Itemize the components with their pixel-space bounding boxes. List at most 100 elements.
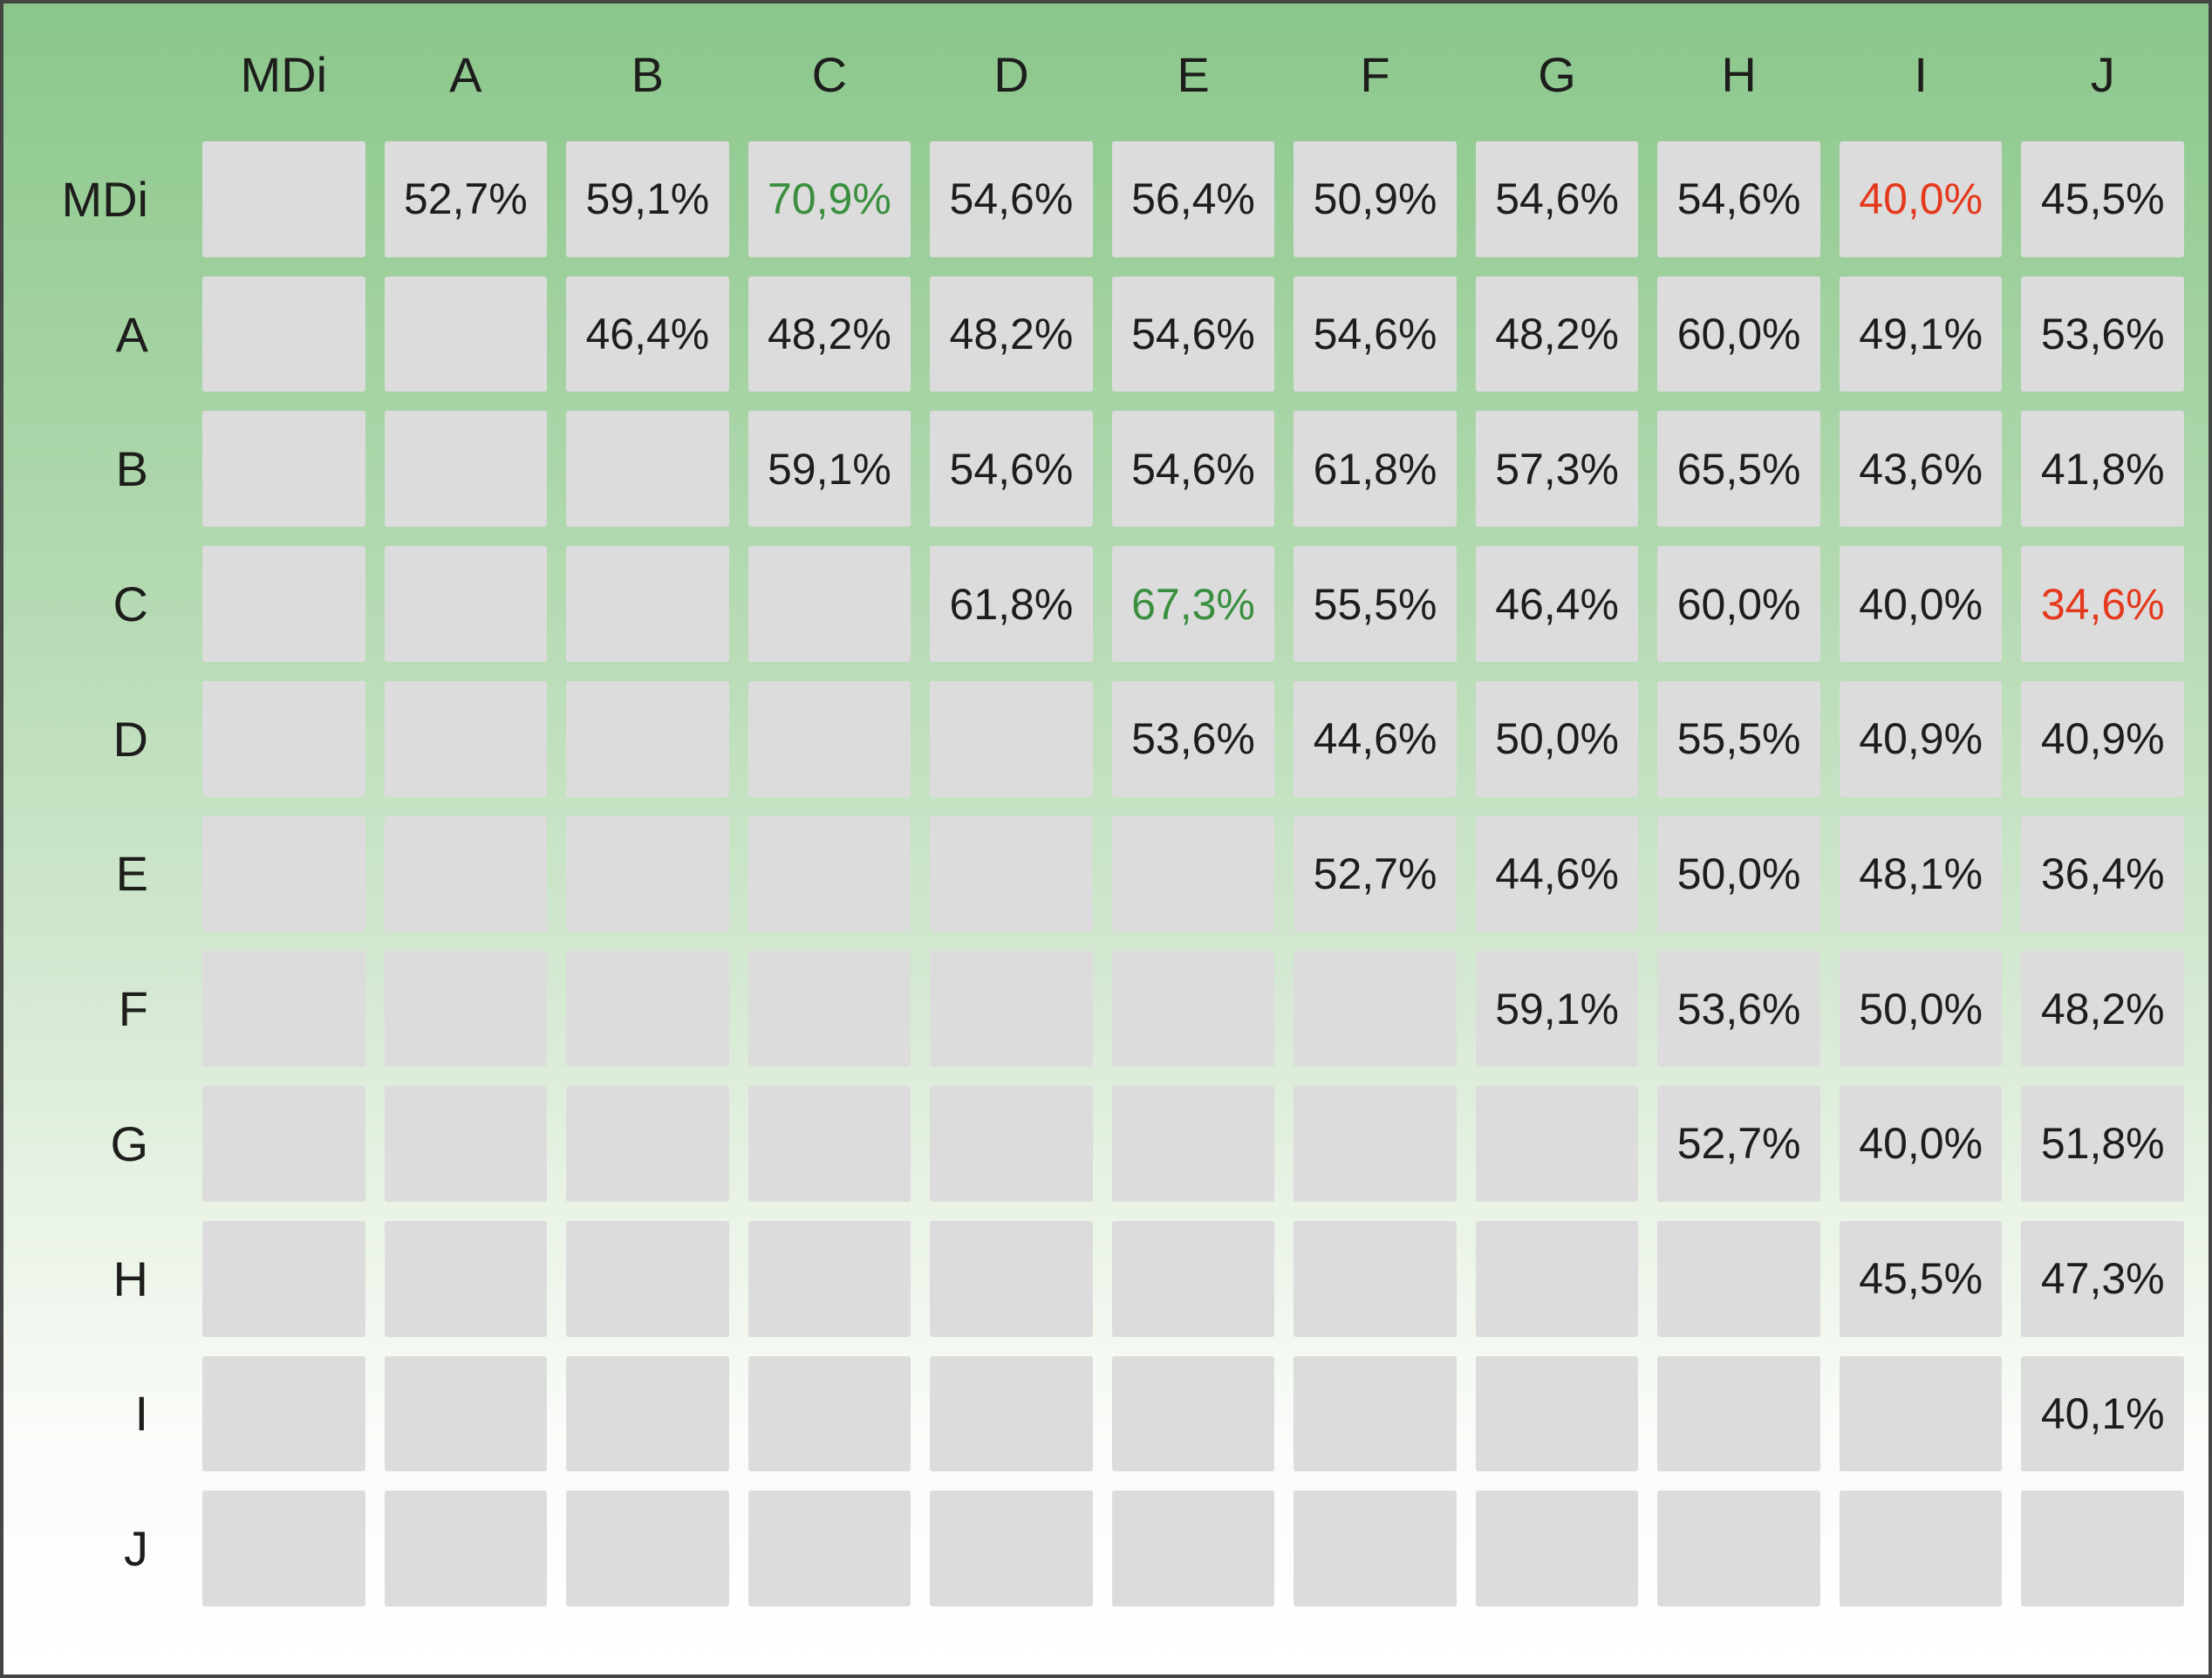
matrix-cell-empty (1475, 1086, 1639, 1202)
matrix-cell-A-E: 54,6% (1111, 276, 1275, 392)
matrix-cell-D-E: 53,6% (1111, 680, 1275, 797)
matrix-cell-A-G: 48,2% (1475, 276, 1639, 392)
row-header-A: A (115, 306, 148, 362)
matrix-cell-empty (1111, 1086, 1275, 1202)
matrix-cell-empty (566, 951, 729, 1068)
matrix-cell-empty (1475, 1490, 1639, 1606)
matrix-cell-B-J: 41,8% (2021, 411, 2184, 528)
column-header-G: G (1538, 46, 1576, 102)
matrix-cell-E-H: 50,0% (1657, 815, 1820, 932)
matrix-cell-empty (1839, 1490, 2003, 1606)
matrix-cell-empty (384, 1086, 548, 1202)
column-header-B: B (631, 46, 665, 102)
matrix-cell-C-E: 67,3% (1111, 546, 1275, 662)
matrix-cell-F-G: 59,1% (1475, 951, 1639, 1068)
matrix-cell-empty (1657, 1490, 1820, 1606)
matrix-cell-MDi-D: 54,6% (930, 141, 1093, 257)
matrix-cell-E-G: 44,6% (1475, 815, 1639, 932)
matrix-cell-empty (566, 1490, 729, 1606)
matrix-cell-B-I: 43,6% (1839, 411, 2003, 528)
matrix-cell-MDi-G: 54,6% (1475, 141, 1639, 257)
matrix-cell-empty (566, 1355, 729, 1472)
matrix-cell-B-F: 61,8% (1294, 411, 1457, 528)
matrix-cell-empty (202, 276, 365, 392)
matrix-cell-empty (1294, 1220, 1457, 1337)
row-header-G: G (110, 1115, 148, 1171)
row-header-D: D (113, 711, 148, 767)
matrix-cell-empty (1294, 951, 1457, 1068)
matrix-cell-empty (384, 951, 548, 1068)
matrix-cell-B-C: 59,1% (748, 411, 911, 528)
matrix-cell-A-J: 53,6% (2021, 276, 2184, 392)
matrix-cell-G-I: 40,0% (1839, 1086, 2003, 1202)
matrix-cell-C-J: 34,6% (2021, 546, 2184, 662)
matrix-cell-D-H: 55,5% (1657, 680, 1820, 797)
matrix-cell-empty (384, 411, 548, 528)
matrix-cell-empty (1475, 1355, 1639, 1472)
matrix-cell-empty (566, 411, 729, 528)
matrix-cell-C-G: 46,4% (1475, 546, 1639, 662)
matrix-cell-empty (1657, 1220, 1820, 1337)
matrix-cell-empty (384, 1355, 548, 1472)
matrix-cell-empty (202, 1355, 365, 1472)
matrix-cell-empty (930, 1490, 1093, 1606)
matrix-cell-empty (1111, 951, 1275, 1068)
matrix-cell-empty (748, 815, 911, 932)
matrix-cell-empty (566, 1086, 729, 1202)
matrix-cell-empty (748, 1355, 911, 1472)
matrix-cell-empty (930, 1220, 1093, 1337)
matrix-cell-empty (748, 1086, 911, 1202)
matrix-cell-empty (1111, 1355, 1275, 1472)
matrix-cell-empty (1111, 815, 1275, 932)
matrix-cell-empty (930, 680, 1093, 797)
matrix-cell-C-I: 40,0% (1839, 546, 2003, 662)
matrix-cell-empty (566, 680, 729, 797)
matrix-cell-D-I: 40,9% (1839, 680, 2003, 797)
matrix-cell-MDi-J: 45,5% (2021, 141, 2184, 257)
matrix-cell-MDi-E: 56,4% (1111, 141, 1275, 257)
matrix-cell-empty (1839, 1355, 2003, 1472)
matrix-cell-empty (384, 276, 548, 392)
matrix-cell-empty (1294, 1355, 1457, 1472)
matrix-cell-empty (384, 546, 548, 662)
matrix-cell-empty (202, 411, 365, 528)
matrix-cell-F-H: 53,6% (1657, 951, 1820, 1068)
matrix-cell-A-B: 46,4% (566, 276, 729, 392)
matrix-cell-I-J: 40,1% (2021, 1355, 2184, 1472)
matrix-cell-E-J: 36,4% (2021, 815, 2184, 932)
matrix-cell-empty (1111, 1220, 1275, 1337)
matrix-cell-C-H: 60,0% (1657, 546, 1820, 662)
row-header-C: C (113, 576, 148, 632)
row-header-B: B (115, 441, 148, 497)
column-header-E: E (1177, 46, 1210, 102)
row-header-I: I (134, 1386, 148, 1442)
matrix-cell-E-I: 48,1% (1839, 815, 2003, 932)
matrix-cell-empty (1475, 1220, 1639, 1337)
matrix-cell-B-G: 57,3% (1475, 411, 1639, 528)
matrix-cell-empty (384, 1220, 548, 1337)
matrix-cell-empty (384, 1490, 548, 1606)
matrix-cell-empty (748, 680, 911, 797)
matrix-cell-empty (930, 1355, 1093, 1472)
column-header-A: A (449, 46, 482, 102)
matrix-cell-B-H: 65,5% (1657, 411, 1820, 528)
column-header-J: J (2090, 46, 2115, 102)
matrix-cell-empty (566, 815, 729, 932)
matrix-cell-A-D: 48,2% (930, 276, 1093, 392)
matrix-cell-empty (384, 815, 548, 932)
matrix-cell-empty (202, 951, 365, 1068)
matrix-cell-G-J: 51,8% (2021, 1086, 2184, 1202)
matrix-cell-MDi-B: 59,1% (566, 141, 729, 257)
matrix-cell-MDi-C: 70,9% (748, 141, 911, 257)
matrix-cell-empty (202, 141, 365, 257)
matrix-cell-empty (748, 546, 911, 662)
matrix-cell-empty (566, 1220, 729, 1337)
matrix-cell-empty (202, 1490, 365, 1606)
column-header-C: C (811, 46, 848, 102)
column-header-D: D (993, 46, 1029, 102)
matrix-cell-empty (930, 951, 1093, 1068)
matrix-cell-C-D: 61,8% (930, 546, 1093, 662)
matrix-cell-empty (2021, 1490, 2184, 1606)
column-header-F: F (1360, 46, 1390, 102)
matrix-cell-F-I: 50,0% (1839, 951, 2003, 1068)
